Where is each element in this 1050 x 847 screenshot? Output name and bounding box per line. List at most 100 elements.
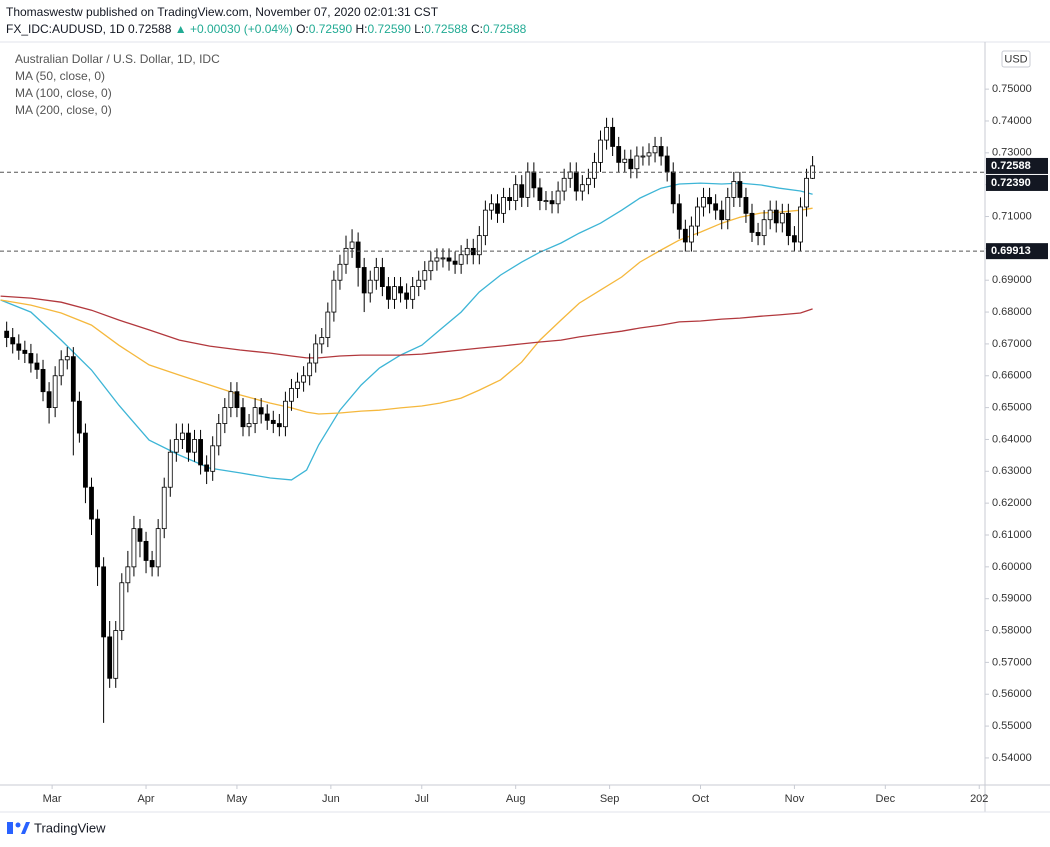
candle-body bbox=[513, 184, 519, 202]
candle-body bbox=[737, 181, 743, 198]
candle-body bbox=[531, 171, 537, 189]
candle-body bbox=[519, 184, 525, 198]
y-tick-label: 0.56000 bbox=[992, 688, 1032, 700]
brand-logo bbox=[7, 822, 30, 834]
candle-body bbox=[204, 464, 210, 472]
candle-body bbox=[804, 177, 809, 208]
candle-body bbox=[549, 200, 555, 205]
candle-body bbox=[258, 407, 264, 415]
candle-body bbox=[458, 254, 464, 265]
y-tick-label: 0.58000 bbox=[992, 624, 1032, 636]
candle-body bbox=[313, 343, 319, 364]
candle-body bbox=[264, 413, 270, 421]
candle-body bbox=[28, 353, 34, 364]
candle-body bbox=[173, 439, 179, 453]
candle-body bbox=[664, 155, 670, 173]
candle-body bbox=[573, 171, 579, 192]
candle-body bbox=[216, 423, 222, 447]
candle-body bbox=[52, 375, 58, 409]
candle-body bbox=[452, 260, 458, 265]
candle-body bbox=[731, 181, 737, 198]
candle-body bbox=[537, 187, 543, 202]
candle-body bbox=[773, 209, 779, 224]
ohlc: O:0.72590 H:0.72590 L:0.72588 C:0.72588 bbox=[296, 22, 526, 36]
candle-body bbox=[652, 146, 658, 154]
candle-body bbox=[301, 375, 306, 383]
y-tick-label: 0.73000 bbox=[992, 147, 1032, 159]
candle-body bbox=[367, 279, 373, 294]
candle-body bbox=[579, 184, 585, 192]
candle-body bbox=[289, 388, 294, 402]
x-tick-label: Sep bbox=[600, 793, 620, 805]
x-tick-label: May bbox=[227, 793, 248, 805]
candle-body bbox=[283, 400, 288, 428]
legend-entry: MA (100, close, 0) bbox=[15, 86, 112, 100]
x-tick-label: Nov bbox=[785, 793, 805, 805]
candle-body bbox=[792, 235, 797, 243]
candle-body bbox=[507, 197, 513, 202]
candle-body bbox=[331, 279, 337, 313]
candle-body bbox=[179, 432, 185, 440]
publish-line: Thomaswestw published on TradingView.com… bbox=[6, 5, 439, 19]
ohlc-value: 0.72588 bbox=[482, 22, 527, 36]
candle-body bbox=[592, 161, 597, 179]
candle-body bbox=[482, 209, 488, 237]
symbol: FX_IDC:AUDUSD, 1D bbox=[6, 22, 125, 36]
y-tick-label: 0.60000 bbox=[992, 561, 1032, 573]
candle-body bbox=[495, 203, 500, 214]
brand: TradingView bbox=[34, 820, 106, 835]
candle-body bbox=[585, 177, 591, 186]
ohlc-key: O: bbox=[296, 22, 309, 36]
candle-body bbox=[567, 171, 573, 179]
candle-body bbox=[252, 407, 258, 424]
ohlc-key: C: bbox=[470, 22, 483, 36]
candle-body bbox=[428, 260, 434, 272]
ohlc-key: H: bbox=[355, 22, 368, 36]
ohlc-value: 0.72590 bbox=[367, 22, 411, 36]
candle-body bbox=[628, 158, 634, 170]
candle-body bbox=[392, 286, 397, 300]
currency: USD bbox=[1004, 53, 1027, 65]
y-tick-label: 0.67000 bbox=[992, 338, 1032, 350]
price-label-bg bbox=[986, 174, 1048, 191]
candle-body bbox=[416, 279, 422, 287]
candle-body bbox=[525, 171, 531, 198]
candle-body bbox=[622, 158, 628, 163]
candle-body bbox=[489, 203, 494, 211]
candle-body bbox=[713, 203, 719, 211]
y-tick-label: 0.63000 bbox=[992, 465, 1032, 477]
price-label: 0.72588 bbox=[991, 160, 1031, 172]
candle-body bbox=[107, 636, 113, 679]
candle-body bbox=[337, 263, 343, 281]
candle-body bbox=[137, 528, 143, 542]
x-tick-label: 202 bbox=[970, 793, 988, 805]
candle-body bbox=[210, 445, 216, 472]
ma-line bbox=[0, 295, 813, 359]
candle-body bbox=[598, 139, 603, 163]
y-tick-label: 0.61000 bbox=[992, 529, 1032, 541]
y-tick-label: 0.68000 bbox=[992, 306, 1032, 318]
candle-body bbox=[4, 330, 10, 338]
candle-body bbox=[76, 400, 82, 434]
ma-line bbox=[0, 182, 813, 481]
candle-body bbox=[404, 292, 410, 300]
candle-body bbox=[646, 152, 652, 157]
candle-body bbox=[373, 267, 379, 281]
y-tick-label: 0.62000 bbox=[992, 497, 1032, 509]
candle-body bbox=[361, 267, 367, 294]
candle-body bbox=[658, 146, 664, 157]
candle-body bbox=[640, 155, 646, 158]
candle-body bbox=[695, 206, 700, 227]
candle-body bbox=[119, 582, 125, 631]
price-label-bg bbox=[986, 157, 1048, 174]
y-tick-label: 0.59000 bbox=[992, 593, 1032, 605]
candle-body bbox=[446, 257, 452, 262]
candle-body bbox=[186, 432, 191, 453]
candle-body bbox=[386, 286, 391, 300]
x-tick-label: Aug bbox=[506, 793, 526, 805]
ohlc-key: L: bbox=[414, 22, 425, 36]
candle-body bbox=[682, 228, 688, 243]
candle-body bbox=[779, 212, 785, 224]
